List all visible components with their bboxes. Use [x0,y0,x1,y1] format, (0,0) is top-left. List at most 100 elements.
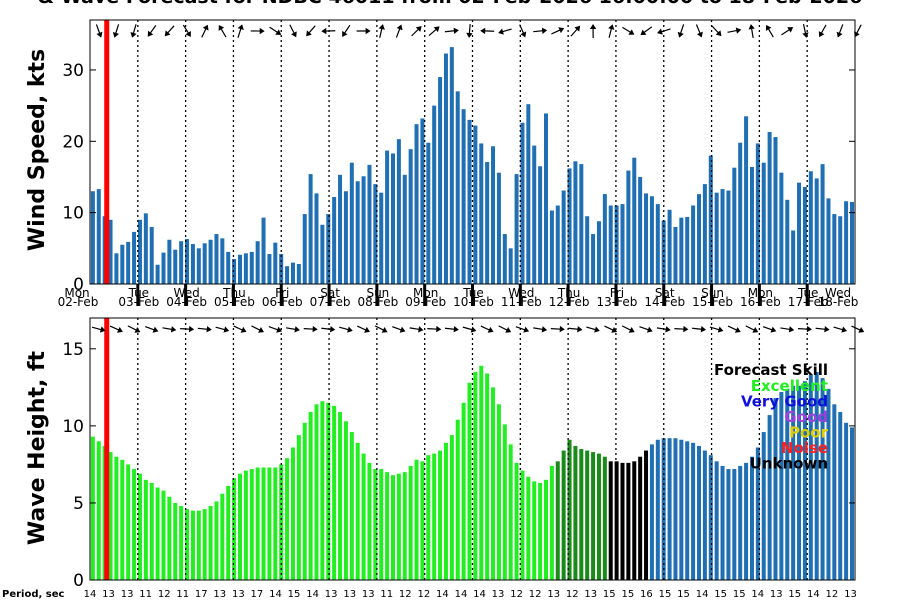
wave-direction-arrow [674,325,689,333]
wave-bar [161,490,166,580]
period-value: 13 [770,589,783,600]
wave-ylabel: Wave Height, ft [25,350,50,545]
wind-direction-arrow [237,24,244,38]
wave-bar [185,509,190,580]
wind-bar [561,190,566,284]
period-value: 13 [121,589,134,600]
wind-bar [767,132,772,284]
day-of-week-label: Wed [508,286,534,300]
wind-direction-arrow [147,24,157,37]
wave-direction-arrow [851,325,865,333]
period-value: 12 [529,589,542,600]
wind-bar [155,264,160,284]
wind-direction-arrow [342,24,351,37]
wind-bar [285,266,290,284]
wave-panel: 0 5 10 15 [62,317,865,591]
wave-bar [632,461,637,580]
wave-bar [96,441,101,580]
wave-bar [220,493,225,580]
wind-bar [485,161,490,284]
period-value: 13 [492,589,505,600]
wind-bar [591,234,596,284]
wind-direction-arrow [182,24,191,37]
date-separator [327,284,331,306]
period-value: 12 [399,589,412,600]
day-of-week-label: Wed [174,286,200,300]
wind-bar [549,210,554,284]
period-value: 14 [696,589,709,600]
date-label: 10-Feb [453,295,494,309]
period-label: Period, sec [2,589,65,600]
wind-bar [414,124,419,284]
wave-bar [526,476,531,580]
wind-direction-arrow [533,27,548,34]
wave-bar [561,450,566,580]
wave-bar [273,467,278,580]
wave-bar [208,506,213,580]
wind-bar [220,238,225,284]
wave-bar [773,398,778,580]
wave-direction-arrow [833,326,848,333]
wind-bar [408,149,413,284]
wave-bar [461,402,466,580]
wind-bar [443,53,448,284]
wave-bar [214,501,219,580]
wave-bar [702,450,707,580]
wind-bar [173,249,178,284]
date-separator [471,284,474,306]
wind-direction-arrow [428,26,440,37]
wave-direction-arrow [392,326,406,333]
wave-ytick-label: 10 [62,417,84,437]
wave-bar [767,415,772,580]
period-value: 13 [325,589,338,600]
wind-bar [638,176,643,284]
wave-bar [667,438,672,580]
wind-bar [385,150,390,284]
period-value: 17 [251,589,264,600]
wind-direction-arrow [640,26,653,36]
wave-bar [679,439,684,580]
wave-bar [738,465,743,580]
date-separator [662,284,666,306]
wind-bar [455,91,460,284]
wind-bar [420,118,425,285]
wind-bar [290,262,295,284]
wind-direction-arrow [711,25,722,37]
wind-bar [614,205,619,284]
wave-bar [455,419,460,580]
wave-bar [473,371,478,580]
wave-direction-arrow [180,325,195,333]
wind-direction-arrow [519,24,527,38]
wave-bar [850,427,854,580]
wave-bar [579,449,584,580]
wave-bar [149,482,154,580]
wind-bar [214,234,219,284]
wind-bar [161,252,166,284]
wind-bar [120,244,125,284]
wind-bar [720,189,725,284]
wave-bar [196,510,201,580]
wind-bar [196,248,201,284]
wave-bar [338,412,343,580]
wave-direction-arrow [427,325,442,333]
wave-direction-arrow [162,326,177,333]
wave-bar [538,482,543,580]
wind-bar [296,264,301,284]
wave-bar [720,465,725,580]
wave-direction-arrow [303,325,318,333]
wave-bar [755,447,760,580]
wave-direction-arrow [639,326,653,333]
wind-bar [661,220,666,284]
wind-direction-arrow [695,24,703,38]
wind-bar [349,162,354,284]
wind-bar [126,241,131,284]
wave-direction-arrow [709,326,724,333]
wave-bar [797,385,802,580]
wave-bar [697,445,701,580]
wind-bar [255,241,260,284]
wind-bar [673,226,678,284]
wind-direction-arrow [677,24,685,38]
wind-direction-arrow [727,27,742,34]
period-value: 12 [566,589,579,600]
